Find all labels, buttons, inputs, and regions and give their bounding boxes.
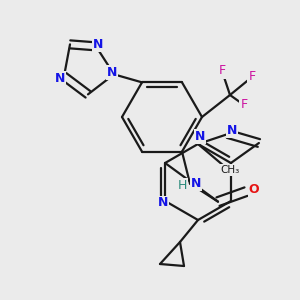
Text: N: N <box>93 38 103 51</box>
Text: F: F <box>218 64 226 77</box>
Text: N: N <box>107 66 117 79</box>
Text: N: N <box>227 124 237 136</box>
Text: H: H <box>177 179 187 192</box>
Text: N: N <box>191 177 201 190</box>
Text: CH₃: CH₃ <box>220 165 240 175</box>
Text: N: N <box>55 72 65 85</box>
Text: N: N <box>195 130 205 142</box>
Text: O: O <box>249 183 259 196</box>
Text: F: F <box>248 70 256 83</box>
Text: F: F <box>240 98 247 112</box>
Text: N: N <box>158 196 168 209</box>
